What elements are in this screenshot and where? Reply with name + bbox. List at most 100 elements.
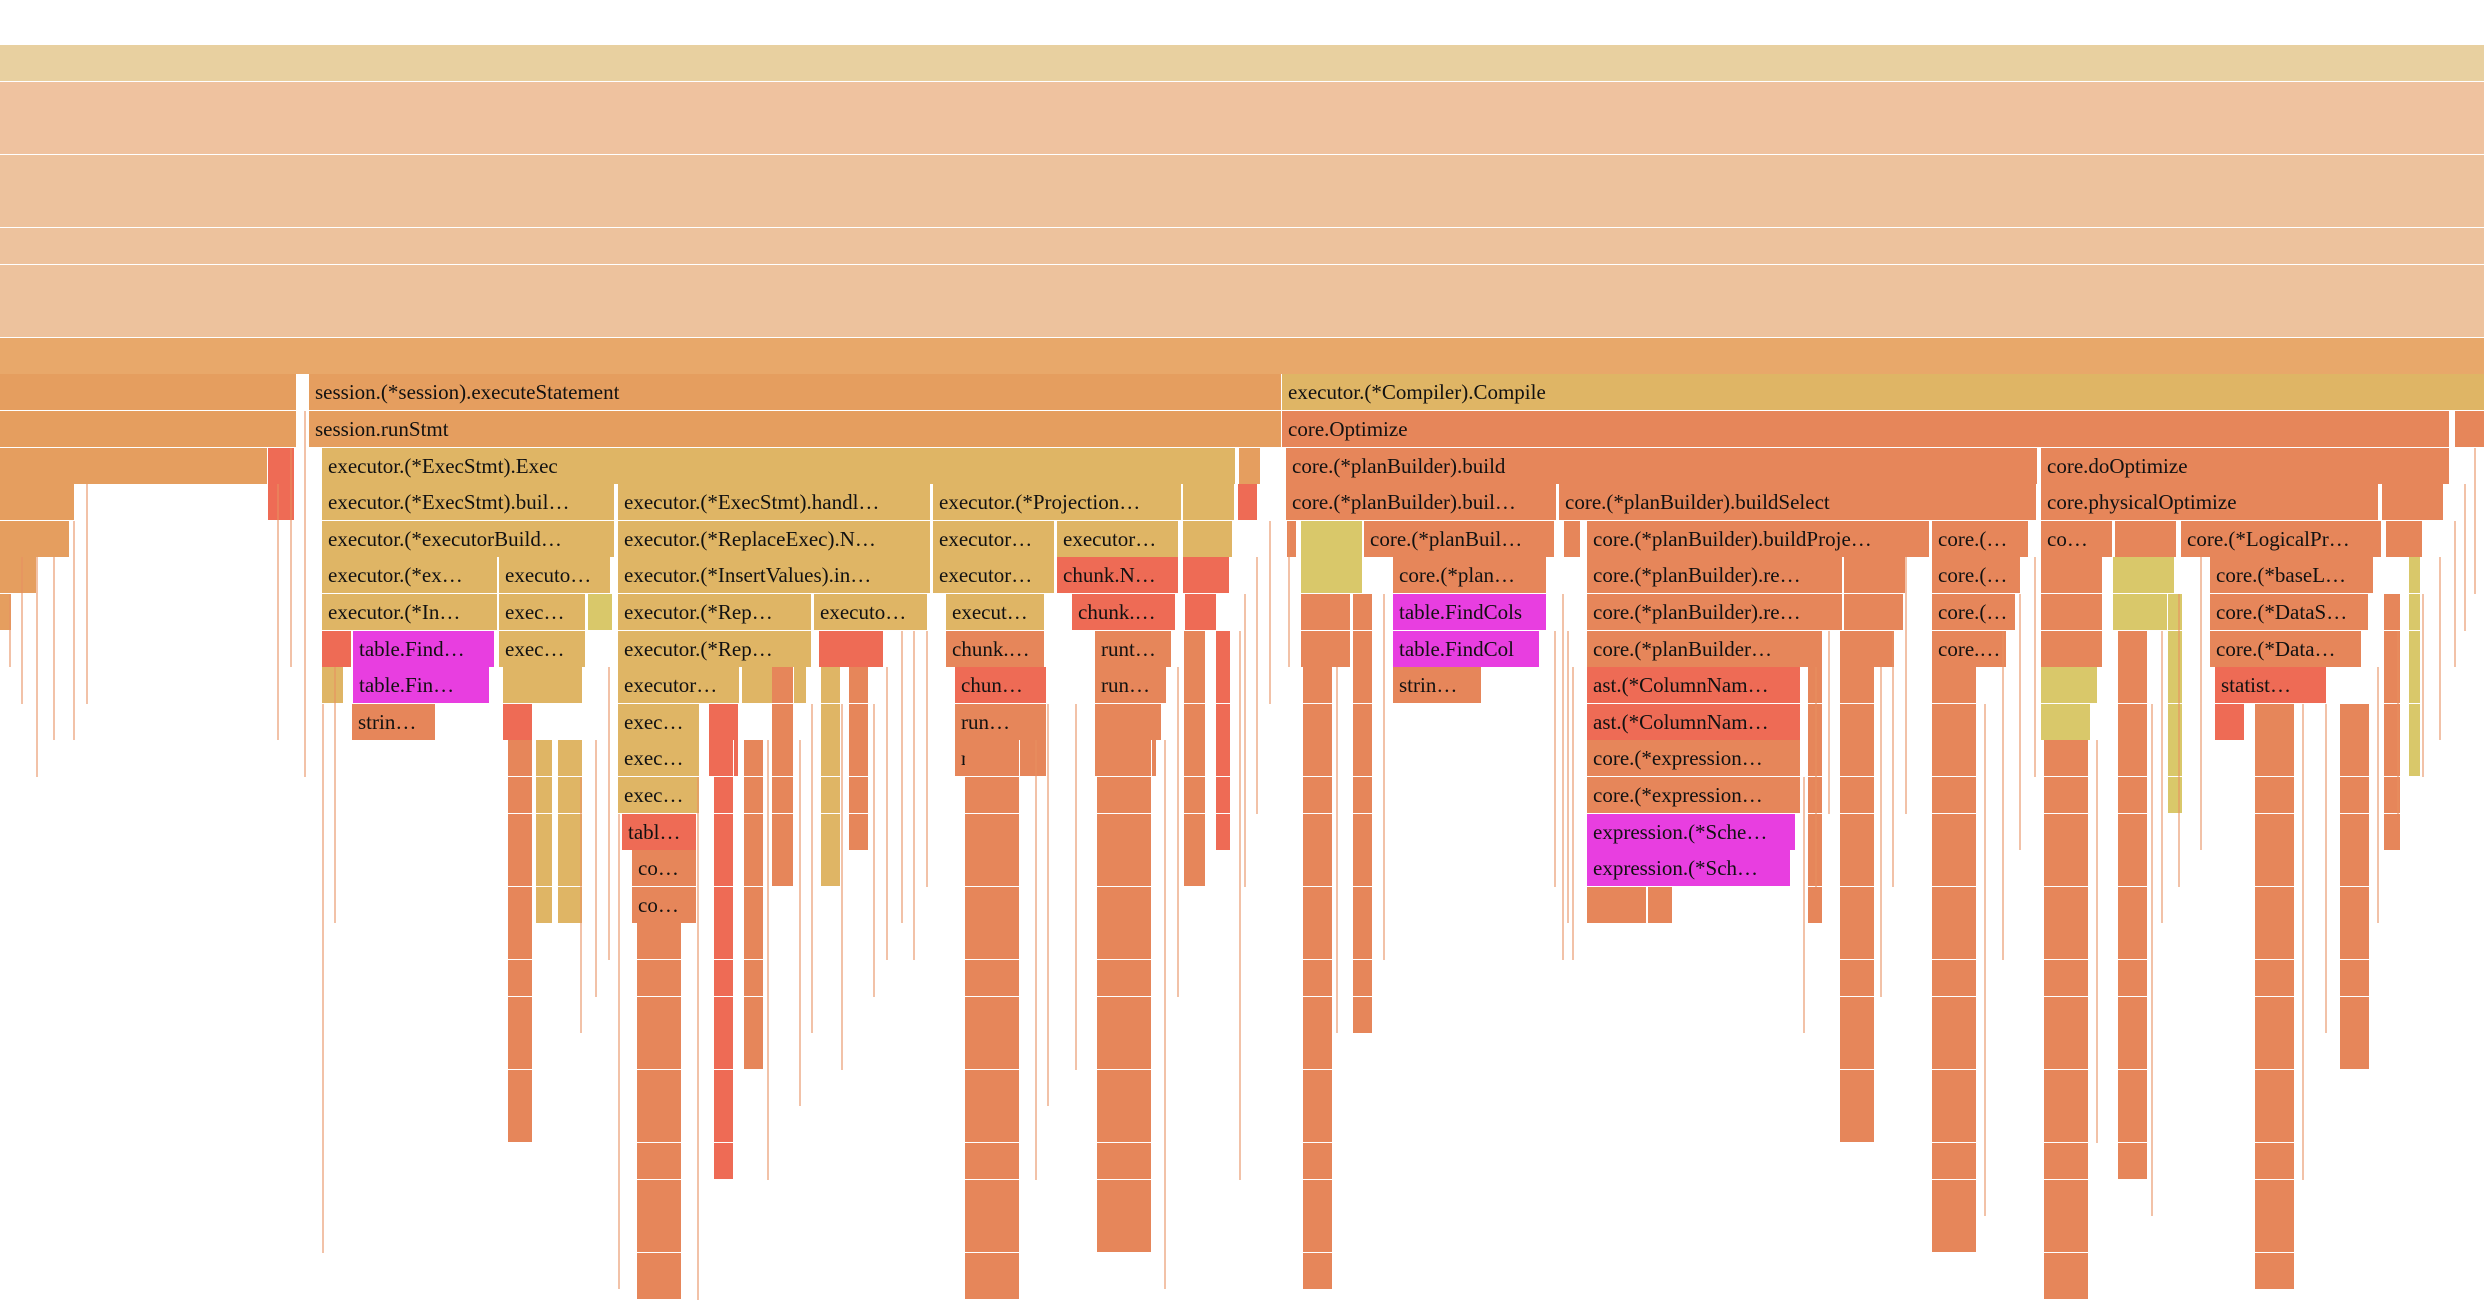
flame-frame-unlabeled[interactable] <box>1303 1216 1333 1253</box>
flame-frame-unlabeled[interactable] <box>637 997 682 1034</box>
flame-frame-unlabeled[interactable] <box>1301 631 1351 668</box>
flame-frame[interactable]: core.(*expression… <box>1587 740 1801 777</box>
flame-frame-unlabeled[interactable] <box>2113 557 2175 594</box>
flame-frame-unlabeled[interactable] <box>0 411 297 448</box>
flame-frame-unlabeled[interactable] <box>2118 814 2148 851</box>
flame-frame-unlabeled[interactable] <box>1216 631 1231 668</box>
flame-frame-unlabeled[interactable] <box>0 301 2485 338</box>
flame-frame-unlabeled[interactable] <box>849 777 869 814</box>
flame-frame-unlabeled[interactable] <box>2118 887 2148 924</box>
flame-frame-unlabeled[interactable] <box>965 740 1020 777</box>
flame-frame-unlabeled[interactable] <box>1932 740 1977 777</box>
flame-frame[interactable]: executor… <box>618 667 740 704</box>
flame-frame-unlabeled[interactable] <box>2340 777 2370 814</box>
flame-frame-unlabeled[interactable] <box>1097 1033 1152 1070</box>
flame-frame-unlabeled[interactable] <box>2118 740 2148 777</box>
flame-frame-unlabeled[interactable] <box>0 557 37 594</box>
flame-frame[interactable]: core.(*expression… <box>1587 777 1801 814</box>
flame-frame[interactable]: core.(*DataS… <box>2210 594 2369 631</box>
flame-frame-unlabeled[interactable] <box>322 667 344 704</box>
flame-frame-unlabeled[interactable] <box>1844 594 1904 631</box>
flame-frame-unlabeled[interactable] <box>2044 1180 2089 1217</box>
flame-frame[interactable]: tabl… <box>622 814 697 851</box>
flame-frame-unlabeled[interactable] <box>821 814 841 851</box>
flame-frame-unlabeled[interactable] <box>1564 521 1581 558</box>
flame-frame-unlabeled[interactable] <box>2118 850 2148 887</box>
flame-frame-unlabeled[interactable] <box>1216 704 1231 741</box>
flame-frame-unlabeled[interactable] <box>0 448 268 485</box>
flame-frame-unlabeled[interactable] <box>772 850 794 887</box>
flame-frame-unlabeled[interactable] <box>1097 923 1152 960</box>
flame-frame-unlabeled[interactable] <box>821 704 841 741</box>
flame-frame-unlabeled[interactable] <box>714 777 734 814</box>
flame-frame-unlabeled[interactable] <box>1648 887 1673 924</box>
flame-frame-unlabeled[interactable] <box>1303 777 1333 814</box>
flame-frame-unlabeled[interactable] <box>2118 997 2148 1034</box>
flame-frame-unlabeled[interactable] <box>2409 594 2421 631</box>
flame-frame-unlabeled[interactable] <box>744 997 764 1034</box>
flame-frame-unlabeled[interactable] <box>0 82 2485 119</box>
flame-frame-unlabeled[interactable] <box>714 1143 734 1180</box>
flame-frame-unlabeled[interactable] <box>2255 1143 2295 1180</box>
flame-frame-unlabeled[interactable] <box>2255 814 2295 851</box>
flame-frame-unlabeled[interactable] <box>536 850 553 887</box>
flame-frame-unlabeled[interactable] <box>637 1033 682 1070</box>
flame-frame[interactable]: core.(*Data… <box>2210 631 2362 668</box>
flame-frame-unlabeled[interactable] <box>0 484 75 521</box>
flame-frame-unlabeled[interactable] <box>1932 1070 1977 1107</box>
flame-frame-unlabeled[interactable] <box>0 118 2485 155</box>
flame-frame-unlabeled[interactable] <box>1932 887 1977 924</box>
flame-frame-unlabeled[interactable] <box>744 1033 764 1070</box>
flame-frame-unlabeled[interactable] <box>2384 667 2401 704</box>
flame-frame[interactable]: table.Find… <box>353 631 495 668</box>
flame-frame[interactable]: run… <box>1095 667 1167 704</box>
flame-frame[interactable]: executor.(*executorBuild… <box>322 521 615 558</box>
flame-frame-unlabeled[interactable] <box>965 1070 1020 1107</box>
flame-frame[interactable]: exec… <box>499 594 586 631</box>
flame-frame[interactable]: executor.(*Compiler).Compile <box>1282 374 2485 411</box>
flame-frame-unlabeled[interactable] <box>1353 887 1373 924</box>
flame-frame-unlabeled[interactable] <box>2168 667 2183 704</box>
flame-frame-unlabeled[interactable] <box>1184 631 1206 668</box>
flame-frame-unlabeled[interactable] <box>558 887 583 924</box>
flame-frame[interactable]: table.FindCols <box>1393 594 1547 631</box>
flame-frame-unlabeled[interactable] <box>1353 704 1373 741</box>
flame-frame-unlabeled[interactable] <box>2255 740 2295 777</box>
flame-frame-unlabeled[interactable] <box>2044 850 2089 887</box>
flame-frame-unlabeled[interactable] <box>2168 594 2183 631</box>
flame-frame-unlabeled[interactable] <box>1097 740 1152 777</box>
flame-frame-unlabeled[interactable] <box>1932 1180 1977 1217</box>
flame-frame-unlabeled[interactable] <box>2041 631 2103 668</box>
flame-frame-unlabeled[interactable] <box>1808 631 1823 668</box>
flame-frame-unlabeled[interactable] <box>637 1216 682 1253</box>
flame-frame-unlabeled[interactable] <box>536 887 553 924</box>
flame-frame-unlabeled[interactable] <box>637 1253 682 1290</box>
flame-frame-unlabeled[interactable] <box>2255 1106 2295 1143</box>
flame-frame[interactable]: executor… <box>1057 521 1179 558</box>
flame-frame-unlabeled[interactable] <box>1216 740 1231 777</box>
flame-frame[interactable]: strin… <box>352 704 436 741</box>
flame-frame-unlabeled[interactable] <box>508 923 533 960</box>
flame-frame-unlabeled[interactable] <box>2409 557 2421 594</box>
flame-frame-unlabeled[interactable] <box>965 1180 1020 1217</box>
flame-frame-unlabeled[interactable] <box>1303 667 1333 704</box>
flame-frame-unlabeled[interactable] <box>1840 814 1875 851</box>
flame-frame-unlabeled[interactable] <box>744 923 764 960</box>
flame-frame-unlabeled[interactable] <box>2044 923 2089 960</box>
flame-frame-unlabeled[interactable] <box>744 850 764 887</box>
flame-frame-unlabeled[interactable] <box>2044 1033 2089 1070</box>
flame-frame-unlabeled[interactable] <box>508 740 533 777</box>
flame-frame-unlabeled[interactable] <box>508 1106 533 1143</box>
flame-frame-unlabeled[interactable] <box>637 960 682 997</box>
flame-frame-unlabeled[interactable] <box>2118 1070 2148 1107</box>
flame-frame-unlabeled[interactable] <box>1303 887 1333 924</box>
flame-frame-unlabeled[interactable] <box>1184 850 1206 887</box>
flame-frame-unlabeled[interactable] <box>1301 521 1363 558</box>
flame-frame-unlabeled[interactable] <box>2115 521 2177 558</box>
flame-frame-unlabeled[interactable] <box>0 338 2485 375</box>
flame-frame-unlabeled[interactable] <box>1353 631 1373 668</box>
flame-frame-unlabeled[interactable] <box>2044 814 2089 851</box>
flame-frame-unlabeled[interactable] <box>1303 1180 1333 1217</box>
flame-frame-unlabeled[interactable] <box>714 997 734 1034</box>
flame-frame-unlabeled[interactable] <box>1840 1106 1875 1143</box>
